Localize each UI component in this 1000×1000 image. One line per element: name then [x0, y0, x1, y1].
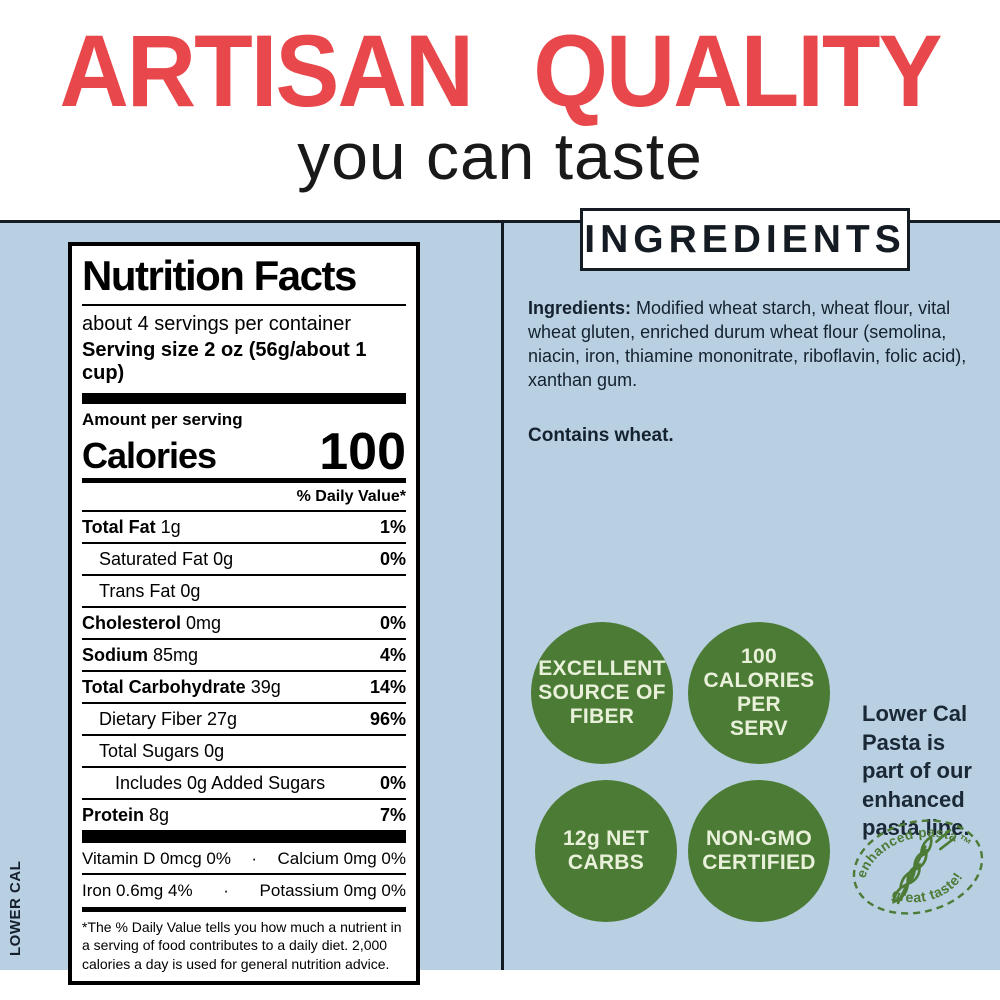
nutrient-amount: 0g: [180, 581, 201, 602]
calories-row: Calories 100: [82, 423, 406, 481]
dot-separator: ·: [223, 881, 229, 901]
enhanced-pasta-stamp: enhanced pasta™ great taste!: [846, 813, 984, 915]
servings-per-container: about 4 servings per container: [82, 313, 352, 335]
nutrient-row-total-fat: Total Fat 1g 1%: [82, 512, 406, 545]
allergen-statement: Contains wheat.: [528, 425, 674, 446]
ingredients-header-box: INGREDIENTS: [580, 208, 910, 271]
micronutrient-row-1: Vitamin D 0mcg 0% · Calcium 0mg 0%: [82, 843, 406, 876]
claim-text: NON-GMO CERTIFIED: [702, 826, 816, 874]
amount-per-serving: Amount per serving: [82, 410, 243, 429]
claim-badge-calories: 100 CALORIES PER SERV: [688, 622, 830, 764]
nutrient-name: Dietary Fiber: [99, 709, 203, 730]
nutrient-name: Sodium: [82, 645, 148, 666]
pasta-line-note: Lower Cal Pasta is part of our enhanced …: [862, 701, 972, 841]
calories-label: Calories: [82, 435, 217, 477]
claim-badge-fiber: EXCELLENT SOURCE OF FIBER: [531, 622, 673, 764]
nutrient-name: Saturated Fat: [99, 549, 209, 570]
nutrient-amount: 85mg: [153, 645, 199, 666]
ingredients-label: Ingredients:: [528, 298, 632, 318]
nutrient-name: Includes 0g Added Sugars: [115, 773, 326, 794]
claim-text: 12g NET CARBS: [562, 826, 650, 874]
nutrient-amount: 0g: [204, 741, 225, 762]
dot-separator: ·: [251, 849, 258, 869]
ingredients-text: Modified wheat starch, wheat flour, vita…: [528, 298, 967, 391]
side-label-lower-cal: LOWER CAL: [7, 860, 24, 956]
nutrient-row-total-sugars: Total Sugars 0g: [82, 736, 406, 769]
nutrient-dv: 0%: [379, 773, 406, 794]
claim-text: 100 CALORIES PER SERV: [703, 644, 815, 741]
nutrient-row-dietary-fiber: Dietary Fiber 27g 96%: [82, 704, 406, 737]
separator-bar: [82, 393, 406, 404]
nutrient-dv: 7%: [379, 805, 406, 826]
wheat-icon: [892, 828, 956, 905]
nutrient-name: Total Fat: [82, 517, 156, 538]
nutrient-amount: 0mg: [186, 613, 222, 634]
nutrient-amount: 39g: [250, 677, 281, 698]
nutrient-row-trans-fat: Trans Fat 0g: [82, 576, 406, 609]
panel-top-rule: [0, 220, 1000, 223]
ingredients-paragraph: Ingredients: Modified wheat starch, whea…: [528, 296, 980, 392]
claim-text: EXCELLENT SOURCE OF FIBER: [538, 656, 666, 729]
ingredients-panel: INGREDIENTS Ingredients: Modified wheat …: [504, 208, 1000, 970]
panel-divider: [501, 223, 504, 970]
nutrition-panel: Nutrition Facts about 4 servings per con…: [0, 223, 501, 985]
claim-badge-non-gmo: NON-GMO CERTIFIED: [688, 780, 830, 922]
nutrient-name: Total Sugars: [99, 741, 200, 762]
separator-rule: [82, 907, 406, 913]
micro-left: Vitamin D 0mcg 0%: [82, 849, 231, 869]
nutrition-facts-title: Nutrition Facts: [82, 250, 406, 306]
nutrient-row-total-carbohydrate: Total Carbohydrate 39g 14%: [82, 672, 406, 705]
serving-size: Serving size 2 oz (56g/about 1 cup): [82, 339, 367, 384]
micro-right: Calcium 0mg 0%: [277, 849, 406, 869]
micronutrient-row-2: Iron 0.6mg 4% · Potassium 0mg 0%: [82, 875, 406, 907]
nutrition-facts-label: Nutrition Facts about 4 servings per con…: [68, 242, 420, 985]
nutrient-name: Total Carbohydrate: [82, 677, 246, 698]
daily-value-footnote: *The % Daily Value tells you how much a …: [82, 919, 402, 972]
nutrient-row-protein: Protein 8g 7%: [82, 800, 406, 833]
micro-left: Iron 0.6mg 4%: [82, 881, 193, 901]
stamp-border: [852, 819, 984, 915]
nutrient-name: Trans Fat: [99, 581, 176, 602]
nutrient-row-sodium: Sodium 85mg 4%: [82, 640, 406, 673]
nutrient-dv: 0%: [379, 549, 406, 570]
separator-bar: [82, 832, 406, 844]
label-panels: Nutrition Facts about 4 servings per con…: [0, 208, 1000, 985]
nutrient-amount: 8g: [149, 805, 170, 826]
micro-right: Potassium 0mg 0%: [259, 881, 406, 901]
nutrient-dv: 0%: [379, 613, 406, 634]
page-subtitle: you can taste: [297, 119, 703, 193]
nutrient-dv: 1%: [379, 517, 406, 538]
nutrient-row-added-sugars: Includes 0g Added Sugars 0%: [82, 768, 406, 801]
page-title: ARTISAN QUALITY: [59, 15, 942, 129]
calories-value: 100: [319, 423, 406, 481]
nutrient-dv: 14%: [369, 677, 406, 698]
nutrient-name: Cholesterol: [82, 613, 182, 634]
ingredients-header: INGREDIENTS: [584, 217, 906, 261]
claim-badge-net-carbs: 12g NET CARBS: [535, 780, 677, 922]
nutrient-amount: 27g: [207, 709, 238, 730]
nutrient-dv: 4%: [379, 645, 406, 666]
nutrient-amount: 1g: [160, 517, 181, 538]
nutrient-dv: 96%: [369, 709, 406, 730]
nutrient-row-saturated-fat: Saturated Fat 0g 0%: [82, 544, 406, 577]
separator-rule: [82, 478, 406, 484]
daily-value-header: % Daily Value*: [82, 483, 406, 513]
nutrient-name: Protein: [82, 805, 145, 826]
nutrient-amount: 0g: [213, 549, 234, 570]
nutrient-row-cholesterol: Cholesterol 0mg 0%: [82, 608, 406, 641]
